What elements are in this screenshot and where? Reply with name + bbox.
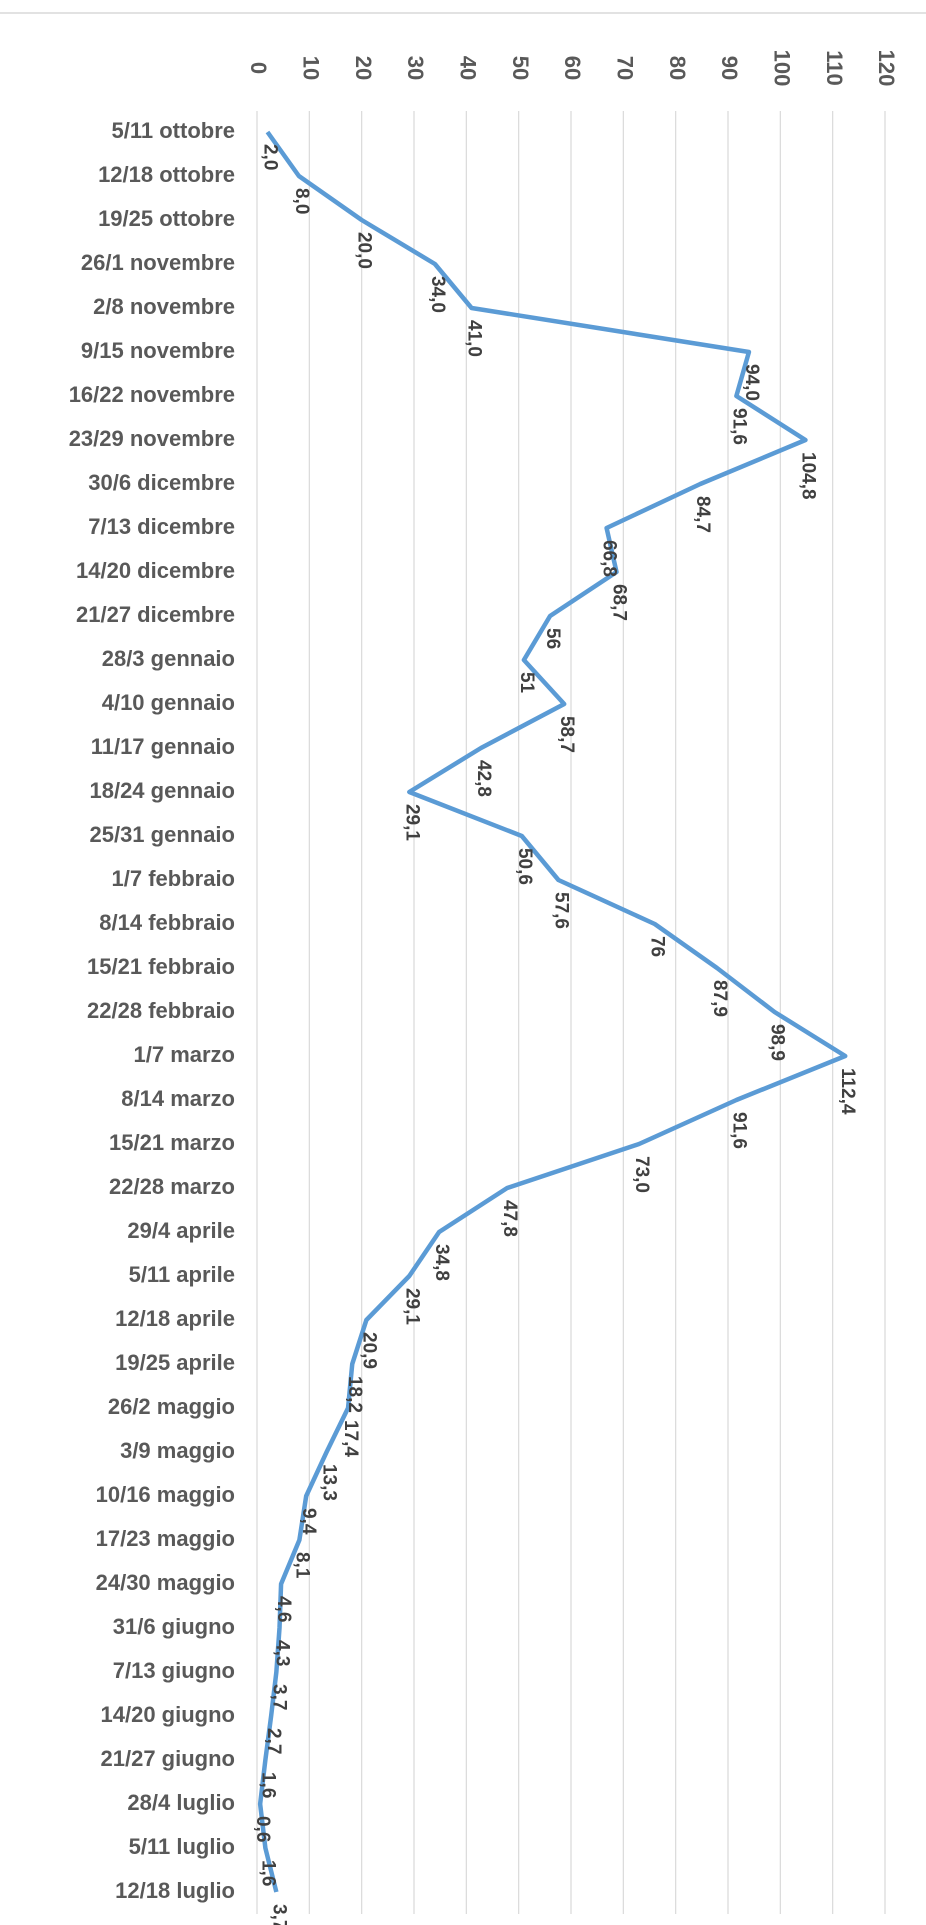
data-label: 9,4 bbox=[298, 1508, 319, 1535]
data-label: 56 bbox=[542, 628, 563, 649]
data-label: 0,6 bbox=[252, 1816, 273, 1842]
data-label: 68,7 bbox=[609, 584, 630, 621]
category-label: 7/13 giugno bbox=[113, 1658, 235, 1683]
category-label: 14/20 giugno bbox=[101, 1702, 235, 1727]
data-label: 29,1 bbox=[401, 804, 422, 841]
data-label: 2,7 bbox=[263, 1728, 284, 1754]
x-tick-label: 120 bbox=[874, 50, 899, 87]
x-tick-label: 100 bbox=[770, 50, 795, 87]
data-label: 51 bbox=[516, 672, 537, 694]
data-label: 3,7 bbox=[268, 1684, 289, 1710]
data-label: 91,6 bbox=[728, 408, 749, 445]
x-tick-label: 90 bbox=[717, 56, 742, 80]
category-label: 22/28 marzo bbox=[109, 1174, 235, 1199]
category-label: 21/27 giugno bbox=[101, 1746, 235, 1771]
category-label: 3/9 maggio bbox=[120, 1438, 235, 1463]
category-label: 4/10 gennaio bbox=[102, 690, 235, 715]
category-label: 1/7 febbraio bbox=[112, 866, 235, 891]
category-label: 31/6 giugno bbox=[113, 1614, 235, 1639]
category-label: 26/2 maggio bbox=[108, 1394, 235, 1419]
data-label: 58,7 bbox=[556, 716, 577, 753]
data-label: 17,4 bbox=[340, 1420, 361, 1457]
category-label: 17/23 maggio bbox=[96, 1526, 235, 1551]
data-label: 8,0 bbox=[291, 188, 312, 214]
data-label: 112,4 bbox=[837, 1068, 858, 1115]
data-label: 104,8 bbox=[797, 452, 818, 500]
x-tick-label: 70 bbox=[613, 56, 638, 80]
x-tick-label: 40 bbox=[456, 56, 481, 80]
category-label: 30/6 dicembre bbox=[88, 470, 235, 495]
category-label: 28/3 gennaio bbox=[102, 646, 235, 671]
category-label: 7/13 dicembre bbox=[88, 514, 235, 539]
data-line bbox=[257, 130, 848, 1893]
data-label: 73,0 bbox=[631, 1156, 652, 1193]
category-label: 5/11 luglio bbox=[129, 1834, 235, 1859]
x-tick-label: 0 bbox=[246, 62, 271, 74]
category-label: 12/18 ottobre bbox=[98, 162, 235, 187]
category-label: 19/25 aprile bbox=[115, 1350, 235, 1375]
category-label: 10/16 maggio bbox=[96, 1482, 235, 1507]
category-label: 22/28 febbraio bbox=[87, 998, 235, 1023]
data-label: 66,8 bbox=[599, 540, 620, 577]
data-label: 50,6 bbox=[514, 848, 535, 885]
x-tick-label: 110 bbox=[822, 50, 847, 86]
category-label: 11/17 gennaio bbox=[91, 734, 235, 759]
category-label: 21/27 dicembre bbox=[76, 602, 235, 627]
data-label: 20,9 bbox=[358, 1332, 379, 1369]
data-label: 34,8 bbox=[431, 1244, 452, 1281]
category-label: 8/14 marzo bbox=[121, 1086, 235, 1111]
category-label: 24/30 maggio bbox=[96, 1570, 235, 1595]
data-label: 98,9 bbox=[767, 1024, 788, 1061]
data-label: 76 bbox=[647, 936, 668, 957]
data-label: 29,1 bbox=[401, 1288, 422, 1325]
data-label: 87,9 bbox=[709, 980, 730, 1017]
category-label: 18/24 gennaio bbox=[89, 778, 235, 803]
data-label: 2,0 bbox=[259, 144, 280, 170]
data-label: 20,0 bbox=[354, 232, 375, 269]
x-tick-label: 30 bbox=[403, 56, 428, 80]
category-label: 9/15 novembre bbox=[81, 338, 235, 363]
data-label: 1,6 bbox=[257, 1860, 278, 1886]
category-label: 8/14 febbraio bbox=[99, 910, 235, 935]
category-label: 15/21 febbraio bbox=[87, 954, 235, 979]
data-label: 4,3 bbox=[271, 1640, 292, 1666]
category-label: 16/22 novembre bbox=[69, 382, 235, 407]
category-label: 23/29 novembre bbox=[69, 426, 235, 451]
data-label: 8,1 bbox=[291, 1552, 312, 1579]
data-label: 57,6 bbox=[550, 892, 571, 929]
data-label: 3,7 bbox=[268, 1904, 289, 1925]
category-label: 15/21 marzo bbox=[109, 1130, 235, 1155]
category-label: 5/11 ottobre bbox=[112, 118, 235, 143]
data-label: 47,8 bbox=[499, 1200, 520, 1237]
category-label: 28/4 luglio bbox=[127, 1790, 235, 1815]
data-label: 34,0 bbox=[427, 276, 448, 313]
x-tick-label: 60 bbox=[560, 56, 585, 80]
category-label: 29/4 aprile bbox=[127, 1218, 235, 1243]
category-label: 19/25 ottobre bbox=[98, 206, 235, 231]
category-label: 14/20 dicembre bbox=[76, 558, 235, 583]
data-label: 42,8 bbox=[473, 760, 494, 797]
data-label: 4,6 bbox=[273, 1596, 294, 1622]
category-label: 26/1 novembre bbox=[81, 250, 235, 275]
data-label: 1,6 bbox=[257, 1772, 278, 1798]
category-label: 25/31 gennaio bbox=[89, 822, 235, 847]
data-label: 13,3 bbox=[319, 1464, 340, 1501]
category-label: 5/11 aprile bbox=[129, 1262, 235, 1287]
data-label: 91,6 bbox=[728, 1112, 749, 1149]
data-label: 94,0 bbox=[741, 364, 762, 401]
category-label: 1/7 marzo bbox=[134, 1042, 236, 1067]
data-label: 41,0 bbox=[464, 320, 485, 357]
x-tick-label: 20 bbox=[351, 56, 376, 80]
x-tick-label: 10 bbox=[299, 56, 324, 80]
category-label: 12/18 luglio bbox=[115, 1878, 235, 1903]
category-label: 2/8 novembre bbox=[93, 294, 235, 319]
category-label: 12/18 aprile bbox=[115, 1306, 235, 1331]
x-tick-label: 50 bbox=[508, 56, 533, 80]
data-label: 18,2 bbox=[344, 1376, 365, 1413]
x-tick-label: 80 bbox=[665, 56, 690, 80]
data-label: 84,7 bbox=[692, 496, 713, 533]
